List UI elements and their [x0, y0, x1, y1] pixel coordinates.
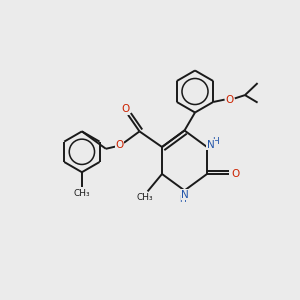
- Text: N: N: [207, 140, 214, 150]
- Text: O: O: [225, 94, 233, 105]
- Text: CH₃: CH₃: [136, 194, 153, 202]
- Text: H: H: [212, 137, 219, 146]
- Text: N: N: [181, 190, 189, 200]
- Text: O: O: [231, 169, 239, 179]
- Text: H: H: [180, 195, 186, 204]
- Text: CH₃: CH₃: [74, 189, 90, 198]
- Text: O: O: [116, 140, 124, 150]
- Text: O: O: [121, 104, 129, 115]
